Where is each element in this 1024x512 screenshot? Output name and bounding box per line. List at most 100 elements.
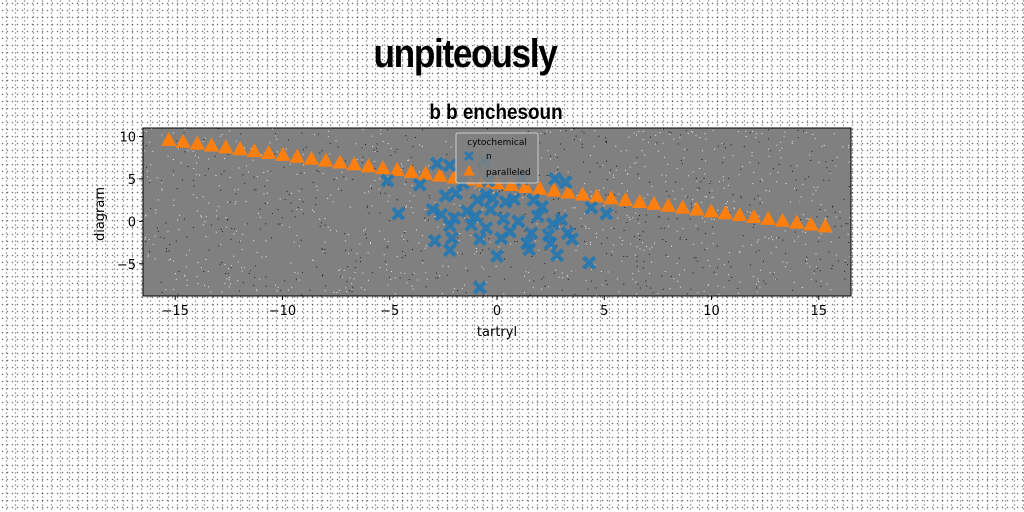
n-point bbox=[464, 217, 479, 232]
paralleled-point bbox=[360, 158, 377, 173]
legend-title: cytochemical bbox=[467, 138, 527, 148]
paralleled-point bbox=[503, 177, 519, 192]
n-point bbox=[380, 173, 395, 188]
paralleled-point bbox=[275, 146, 291, 161]
n-point bbox=[442, 158, 457, 173]
x-tick-label: 5 bbox=[600, 304, 608, 319]
n-point bbox=[442, 218, 457, 233]
paralleled-point bbox=[617, 192, 634, 207]
x-tick-label: 0 bbox=[493, 304, 501, 319]
legend-box bbox=[455, 132, 539, 184]
n-point bbox=[425, 202, 440, 217]
n-point bbox=[494, 231, 509, 246]
paralleled-point bbox=[646, 195, 662, 210]
n-point bbox=[490, 249, 504, 264]
paralleled-point bbox=[589, 188, 605, 203]
legend: cytochemical n paralleled bbox=[455, 132, 539, 184]
paralleled-point bbox=[674, 199, 691, 214]
paralleled-point bbox=[403, 163, 419, 178]
n-point bbox=[511, 214, 526, 229]
n-point bbox=[427, 233, 442, 248]
legend-paralleled-marker bbox=[463, 165, 475, 176]
n-point bbox=[472, 232, 487, 247]
n-point bbox=[447, 210, 462, 225]
paralleled-point bbox=[746, 209, 762, 224]
paralleled-point bbox=[817, 218, 833, 233]
axis-ticks: −15 −10 −5 0 5 10 15 −5 0 5 10 bbox=[117, 130, 827, 319]
y-axis-label: diagram bbox=[93, 187, 108, 241]
paralleled-point bbox=[774, 212, 791, 227]
paralleled-point bbox=[175, 133, 191, 148]
legend-label-paralleled: paralleled bbox=[486, 168, 531, 178]
n-point bbox=[535, 199, 550, 214]
n-point bbox=[468, 209, 483, 224]
n-point bbox=[530, 209, 545, 224]
n-point bbox=[438, 188, 453, 203]
paralleled-point bbox=[346, 156, 362, 171]
n-point bbox=[434, 207, 449, 222]
paralleled-point bbox=[189, 135, 205, 150]
n-point bbox=[485, 191, 500, 206]
paralleled-point bbox=[660, 197, 676, 212]
n-point bbox=[479, 221, 494, 236]
paralleled-point bbox=[532, 180, 548, 195]
n-point bbox=[599, 206, 614, 221]
n-point bbox=[565, 232, 580, 247]
n-point bbox=[545, 216, 560, 231]
x-tick-label: 10 bbox=[703, 304, 720, 319]
paralleled-point bbox=[418, 165, 434, 180]
n-point bbox=[507, 192, 522, 207]
n-point bbox=[584, 200, 599, 215]
y-tick-label: 5 bbox=[128, 173, 136, 188]
x-tick-label: −5 bbox=[380, 304, 399, 319]
paralleled-point bbox=[375, 160, 391, 175]
paralleled-point bbox=[575, 186, 591, 201]
n-point bbox=[522, 242, 537, 257]
paralleled-point bbox=[732, 207, 748, 222]
n-point bbox=[391, 206, 406, 221]
n-point bbox=[547, 171, 562, 186]
paralleled-point bbox=[161, 131, 177, 146]
n-point bbox=[550, 248, 565, 263]
x-tick-label: −15 bbox=[161, 304, 188, 319]
n-point bbox=[483, 202, 498, 217]
paralleled-point bbox=[546, 182, 562, 197]
paralleled-point bbox=[246, 143, 262, 158]
paralleled-point bbox=[603, 190, 619, 205]
n-point bbox=[472, 280, 487, 295]
n-point bbox=[412, 177, 427, 192]
paralleled-point bbox=[703, 203, 719, 218]
paralleled-point bbox=[432, 167, 448, 182]
paralleled-point bbox=[289, 148, 305, 163]
n-point bbox=[444, 231, 459, 246]
plot-frame bbox=[142, 127, 852, 297]
paralleled-point bbox=[261, 145, 277, 160]
paralleled-point bbox=[389, 161, 405, 176]
paralleled-point bbox=[218, 139, 234, 154]
y-tick-label: −5 bbox=[117, 258, 136, 273]
paralleled-point bbox=[332, 154, 348, 169]
legend-label-n: n bbox=[486, 152, 492, 162]
paralleled-point bbox=[789, 214, 805, 229]
n-point bbox=[442, 243, 457, 258]
n-point bbox=[524, 226, 539, 241]
paralleled-point bbox=[232, 141, 248, 156]
y-tick-label: 10 bbox=[119, 130, 136, 145]
n-point bbox=[459, 204, 474, 219]
x-axis-label: tartryl bbox=[477, 325, 517, 340]
paralleled-point bbox=[760, 210, 776, 225]
n-point bbox=[429, 156, 444, 171]
paralleled-point bbox=[689, 201, 705, 216]
paralleled-point bbox=[517, 178, 534, 193]
chart-title: b b enchesoun bbox=[429, 101, 562, 124]
paralleled-point bbox=[803, 216, 819, 231]
paralleled-point bbox=[632, 193, 648, 208]
n-point bbox=[554, 212, 569, 227]
n-point bbox=[543, 236, 558, 251]
n-point bbox=[558, 175, 573, 190]
x-tick-label: 15 bbox=[811, 304, 828, 319]
n-point bbox=[498, 194, 513, 209]
paralleled-point bbox=[303, 150, 320, 165]
figure-suptitle: unpiteously bbox=[373, 32, 557, 76]
